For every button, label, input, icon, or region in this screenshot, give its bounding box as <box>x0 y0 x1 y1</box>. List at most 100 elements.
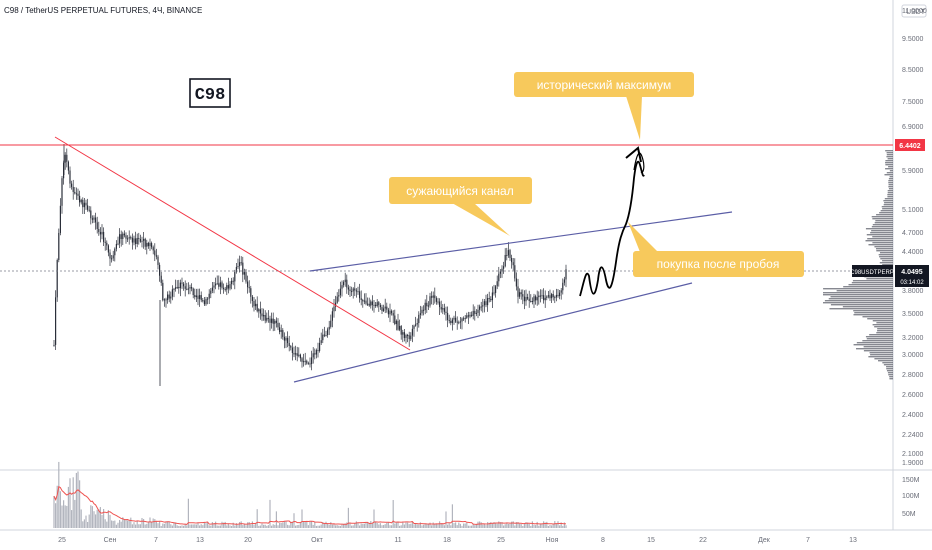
candle-body <box>471 314 473 316</box>
volume-profile-bar <box>874 326 893 328</box>
candle-body <box>367 303 369 305</box>
volume-bar <box>93 511 95 528</box>
volume-profile-bar <box>877 330 893 332</box>
candle-body <box>565 269 567 280</box>
price-tick-label: 5.9000 <box>902 168 924 175</box>
candle-body <box>80 199 82 203</box>
candle-body <box>400 326 402 335</box>
volume-bar <box>387 522 389 528</box>
candle-body <box>183 283 185 287</box>
volume-bar <box>402 522 404 528</box>
candle-body <box>87 205 89 210</box>
volume-bar <box>501 522 503 528</box>
candle-body <box>517 286 519 297</box>
volume-profile-bar <box>872 236 893 238</box>
candle-body <box>127 238 129 240</box>
volume-profile-bar <box>871 226 893 228</box>
annotation-ath[interactable]: исторический максимум <box>514 72 694 140</box>
currency-selector[interactable]: USDT <box>901 4 927 18</box>
candle-body <box>104 241 106 243</box>
volume-bar <box>191 524 193 528</box>
candle-body <box>295 353 297 355</box>
candle-body <box>479 306 481 310</box>
volume-bar <box>552 524 554 528</box>
volume-bar <box>485 525 487 528</box>
volume-bar <box>231 525 233 528</box>
volume-bar <box>87 521 89 528</box>
volume-bar <box>325 521 327 528</box>
candle-body <box>319 342 321 351</box>
volume-bar <box>359 525 361 528</box>
volume-profile-bar <box>874 222 893 224</box>
volume-bar <box>211 522 213 528</box>
volume-bar <box>536 521 538 528</box>
candle-body <box>485 301 487 306</box>
volume-profile-bar <box>886 172 893 174</box>
volume-bar <box>495 522 497 528</box>
volume-bar <box>472 523 474 528</box>
candle-body <box>288 343 290 347</box>
volume-bar <box>208 525 210 528</box>
candle-body <box>258 309 260 312</box>
candle-body <box>483 301 485 306</box>
volume-bar <box>77 471 79 528</box>
channel-upper-line[interactable] <box>309 211 733 272</box>
volume-bar <box>157 523 159 528</box>
volume-bar <box>405 522 407 528</box>
volume-bar <box>391 525 393 528</box>
price-tick-label: 2.1000 <box>902 451 924 458</box>
volume-bar <box>266 525 268 528</box>
volume-tick-label: 100M <box>902 493 920 500</box>
candle-body <box>466 315 468 318</box>
volume-bar <box>55 503 57 528</box>
candle-body <box>61 178 63 206</box>
volume-bar <box>496 523 498 528</box>
price-tick-label: 11.0000 <box>902 8 927 15</box>
volume-profile-bar <box>856 342 893 344</box>
candle-body <box>359 291 361 299</box>
volume-bar <box>411 521 413 528</box>
volume-bar <box>559 525 561 528</box>
candle-body <box>187 288 189 290</box>
volume-bar <box>149 517 151 528</box>
volume-profile-bar <box>886 152 893 154</box>
volume-bar <box>301 509 303 528</box>
volume-bar <box>242 525 244 528</box>
volume-bar <box>360 523 362 528</box>
volume-bar <box>376 522 378 528</box>
candle-body <box>213 285 215 288</box>
volume-bar <box>141 518 143 528</box>
volume-bar <box>167 521 169 528</box>
candle-body <box>391 310 393 314</box>
volume-profile-bar <box>885 162 893 164</box>
volume-profile-bar <box>876 214 893 216</box>
volume-bar <box>421 525 423 528</box>
candle-body <box>64 154 66 163</box>
volume-profile-bar <box>882 264 893 266</box>
volume-bar <box>479 521 481 528</box>
volume-profile-bar <box>888 182 893 184</box>
candle-body <box>351 291 353 293</box>
candle-body <box>96 222 98 229</box>
volume-bar <box>189 524 191 528</box>
volume-bar <box>259 525 261 528</box>
candle-body <box>503 266 505 269</box>
volume-bar <box>413 524 415 528</box>
volume-bar <box>469 525 471 528</box>
annotation-breakout[interactable]: покупка после пробоя <box>628 222 804 277</box>
volume-profile-bar <box>872 320 893 322</box>
candle-body <box>283 336 285 341</box>
downtrend-line[interactable] <box>54 136 411 351</box>
volume-bar <box>215 521 217 528</box>
volume-bar <box>431 525 433 528</box>
volume-bar <box>267 525 269 528</box>
volume-profile-bar <box>866 338 893 340</box>
volume-bar <box>339 525 341 528</box>
channel-lower-line[interactable] <box>293 282 693 383</box>
volume-bar <box>210 525 212 528</box>
volume-profile-bar <box>869 334 893 336</box>
annotation-channel[interactable]: сужающийся канал <box>389 177 532 236</box>
volume-bar <box>120 521 122 528</box>
candle-body <box>290 346 292 348</box>
